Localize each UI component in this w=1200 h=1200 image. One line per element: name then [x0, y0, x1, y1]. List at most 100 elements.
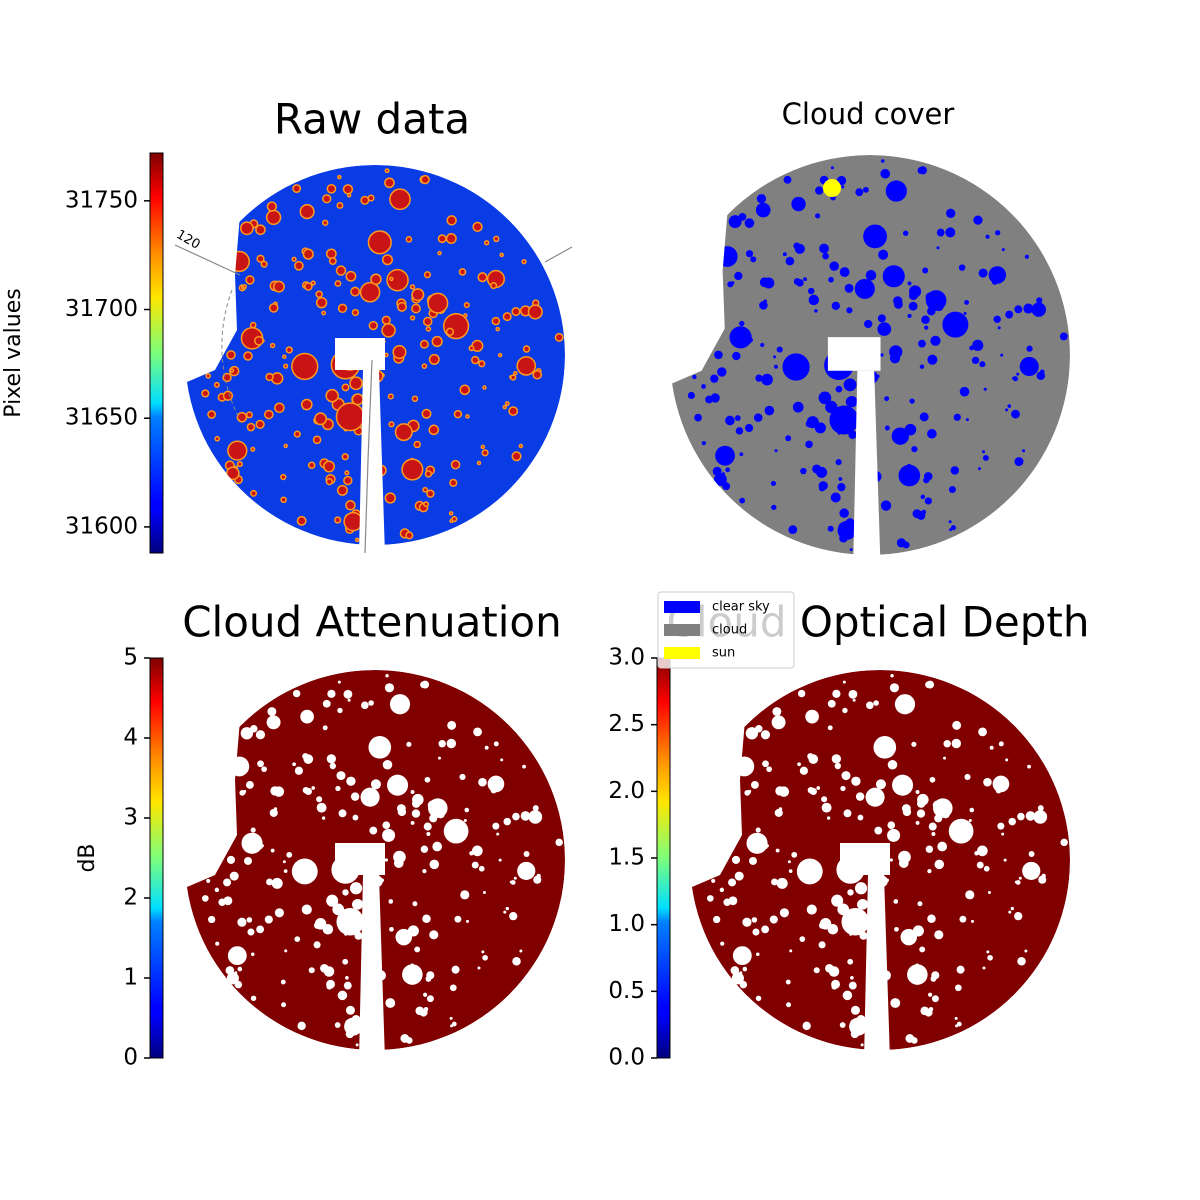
- sky-blob: [898, 850, 911, 864]
- sky-blob: [907, 313, 912, 318]
- sky-blob: [511, 307, 521, 317]
- sky-blob: [902, 230, 909, 236]
- sky-blob: [787, 860, 791, 864]
- colorbar: [656, 657, 671, 1059]
- sky-blob: [346, 192, 352, 198]
- sky-blob: [816, 466, 828, 478]
- sky-blob: [308, 967, 315, 974]
- sky-blob: [995, 787, 1002, 794]
- sky-blob: [827, 699, 836, 708]
- sky-blob: [368, 736, 392, 759]
- sky-blob: [368, 320, 378, 331]
- sky-blob: [269, 342, 276, 349]
- sky-blob: [313, 941, 321, 949]
- sky-blob: [496, 832, 500, 836]
- sky-blob: [759, 841, 769, 850]
- sky-blob: [510, 880, 516, 885]
- sky-blob: [907, 964, 928, 985]
- sky-blob: [764, 405, 775, 416]
- sky-blob: [826, 816, 831, 820]
- sky-blob: [805, 709, 819, 724]
- sky-blob: [802, 1021, 811, 1031]
- sky-blob: [954, 1016, 958, 1020]
- sky-blob: [243, 351, 253, 361]
- sky-blob: [522, 345, 531, 353]
- sky-blob: [256, 925, 265, 934]
- sky-blob: [725, 467, 731, 473]
- sky-blob: [776, 346, 783, 353]
- sky-blob: [360, 787, 380, 807]
- sky-blob: [922, 267, 929, 274]
- sky-blob: [959, 386, 970, 397]
- sky-blob: [477, 272, 488, 283]
- sky-blob: [971, 356, 980, 365]
- sky-blob: [711, 878, 716, 883]
- sky-blob: [321, 816, 326, 820]
- y-tick-label: 3.0: [608, 645, 645, 671]
- sky-blob: [446, 215, 457, 226]
- sky-blob: [458, 268, 467, 276]
- sky-blob: [335, 402, 365, 432]
- sky-blob: [936, 246, 940, 250]
- sky-blob: [989, 745, 994, 750]
- sky-blob: [384, 492, 396, 504]
- sky-blob: [487, 775, 505, 793]
- sky-blob: [874, 826, 883, 835]
- legend-label: sun: [712, 646, 735, 661]
- sky-blob: [223, 896, 233, 906]
- sky-blob: [921, 315, 930, 325]
- sky-blob: [471, 861, 479, 869]
- sky-blob: [894, 782, 898, 786]
- sky-blob: [286, 851, 293, 858]
- sky-blob: [395, 928, 413, 946]
- sky-blob: [240, 727, 254, 740]
- sky-blob: [493, 235, 500, 243]
- sky-blob: [480, 444, 486, 450]
- sky-blob: [755, 995, 762, 1002]
- sky-blob: [850, 1005, 860, 1015]
- sky-blob: [476, 460, 482, 466]
- sky-blob: [393, 850, 406, 864]
- sky-blob: [809, 787, 817, 796]
- sky-blob: [918, 339, 926, 348]
- sky-blob: [213, 381, 220, 388]
- sky-blob: [774, 449, 778, 453]
- sky-blob: [336, 202, 344, 209]
- sky-blob: [1025, 811, 1036, 821]
- sky-blob: [732, 946, 752, 966]
- sky-blob: [728, 215, 742, 229]
- sky-blob: [1018, 876, 1022, 880]
- sky-blob: [532, 805, 539, 812]
- sky-blob: [424, 470, 433, 478]
- sky-blob: [294, 936, 301, 942]
- sky-blob: [964, 299, 970, 305]
- sky-blob: [1011, 409, 1020, 419]
- panel: Cloud Attenuation 0 1 2 3 4 5 dB: [75, 598, 565, 1071]
- sky-blob: [342, 958, 349, 965]
- sky-blob: [753, 413, 763, 422]
- sky-blob: [354, 537, 360, 543]
- sky-blob: [345, 500, 356, 511]
- sky-blob: [951, 738, 962, 749]
- sky-blob: [495, 326, 500, 332]
- sky-blob: [482, 954, 488, 961]
- sky-blob: [916, 809, 926, 818]
- colorbar: [149, 152, 164, 554]
- sky-blob: [349, 376, 363, 391]
- sky-blob: [739, 497, 746, 504]
- sky-blob: [284, 949, 288, 953]
- sky-blob: [821, 796, 828, 803]
- sky-blob: [791, 851, 798, 858]
- sky-blob: [505, 906, 510, 911]
- sky-blob: [890, 998, 901, 1008]
- sky-blob: [902, 807, 912, 817]
- legend: clear sky cloud sun: [657, 591, 795, 669]
- sky-blob: [343, 511, 363, 532]
- sky-blob: [850, 976, 854, 980]
- sky-blob: [448, 511, 454, 516]
- sky-blob: [1026, 345, 1033, 352]
- sky-blob: [423, 271, 432, 279]
- sky-blob: [732, 351, 741, 361]
- sky-blob: [326, 894, 339, 907]
- sky-blob: [337, 707, 343, 714]
